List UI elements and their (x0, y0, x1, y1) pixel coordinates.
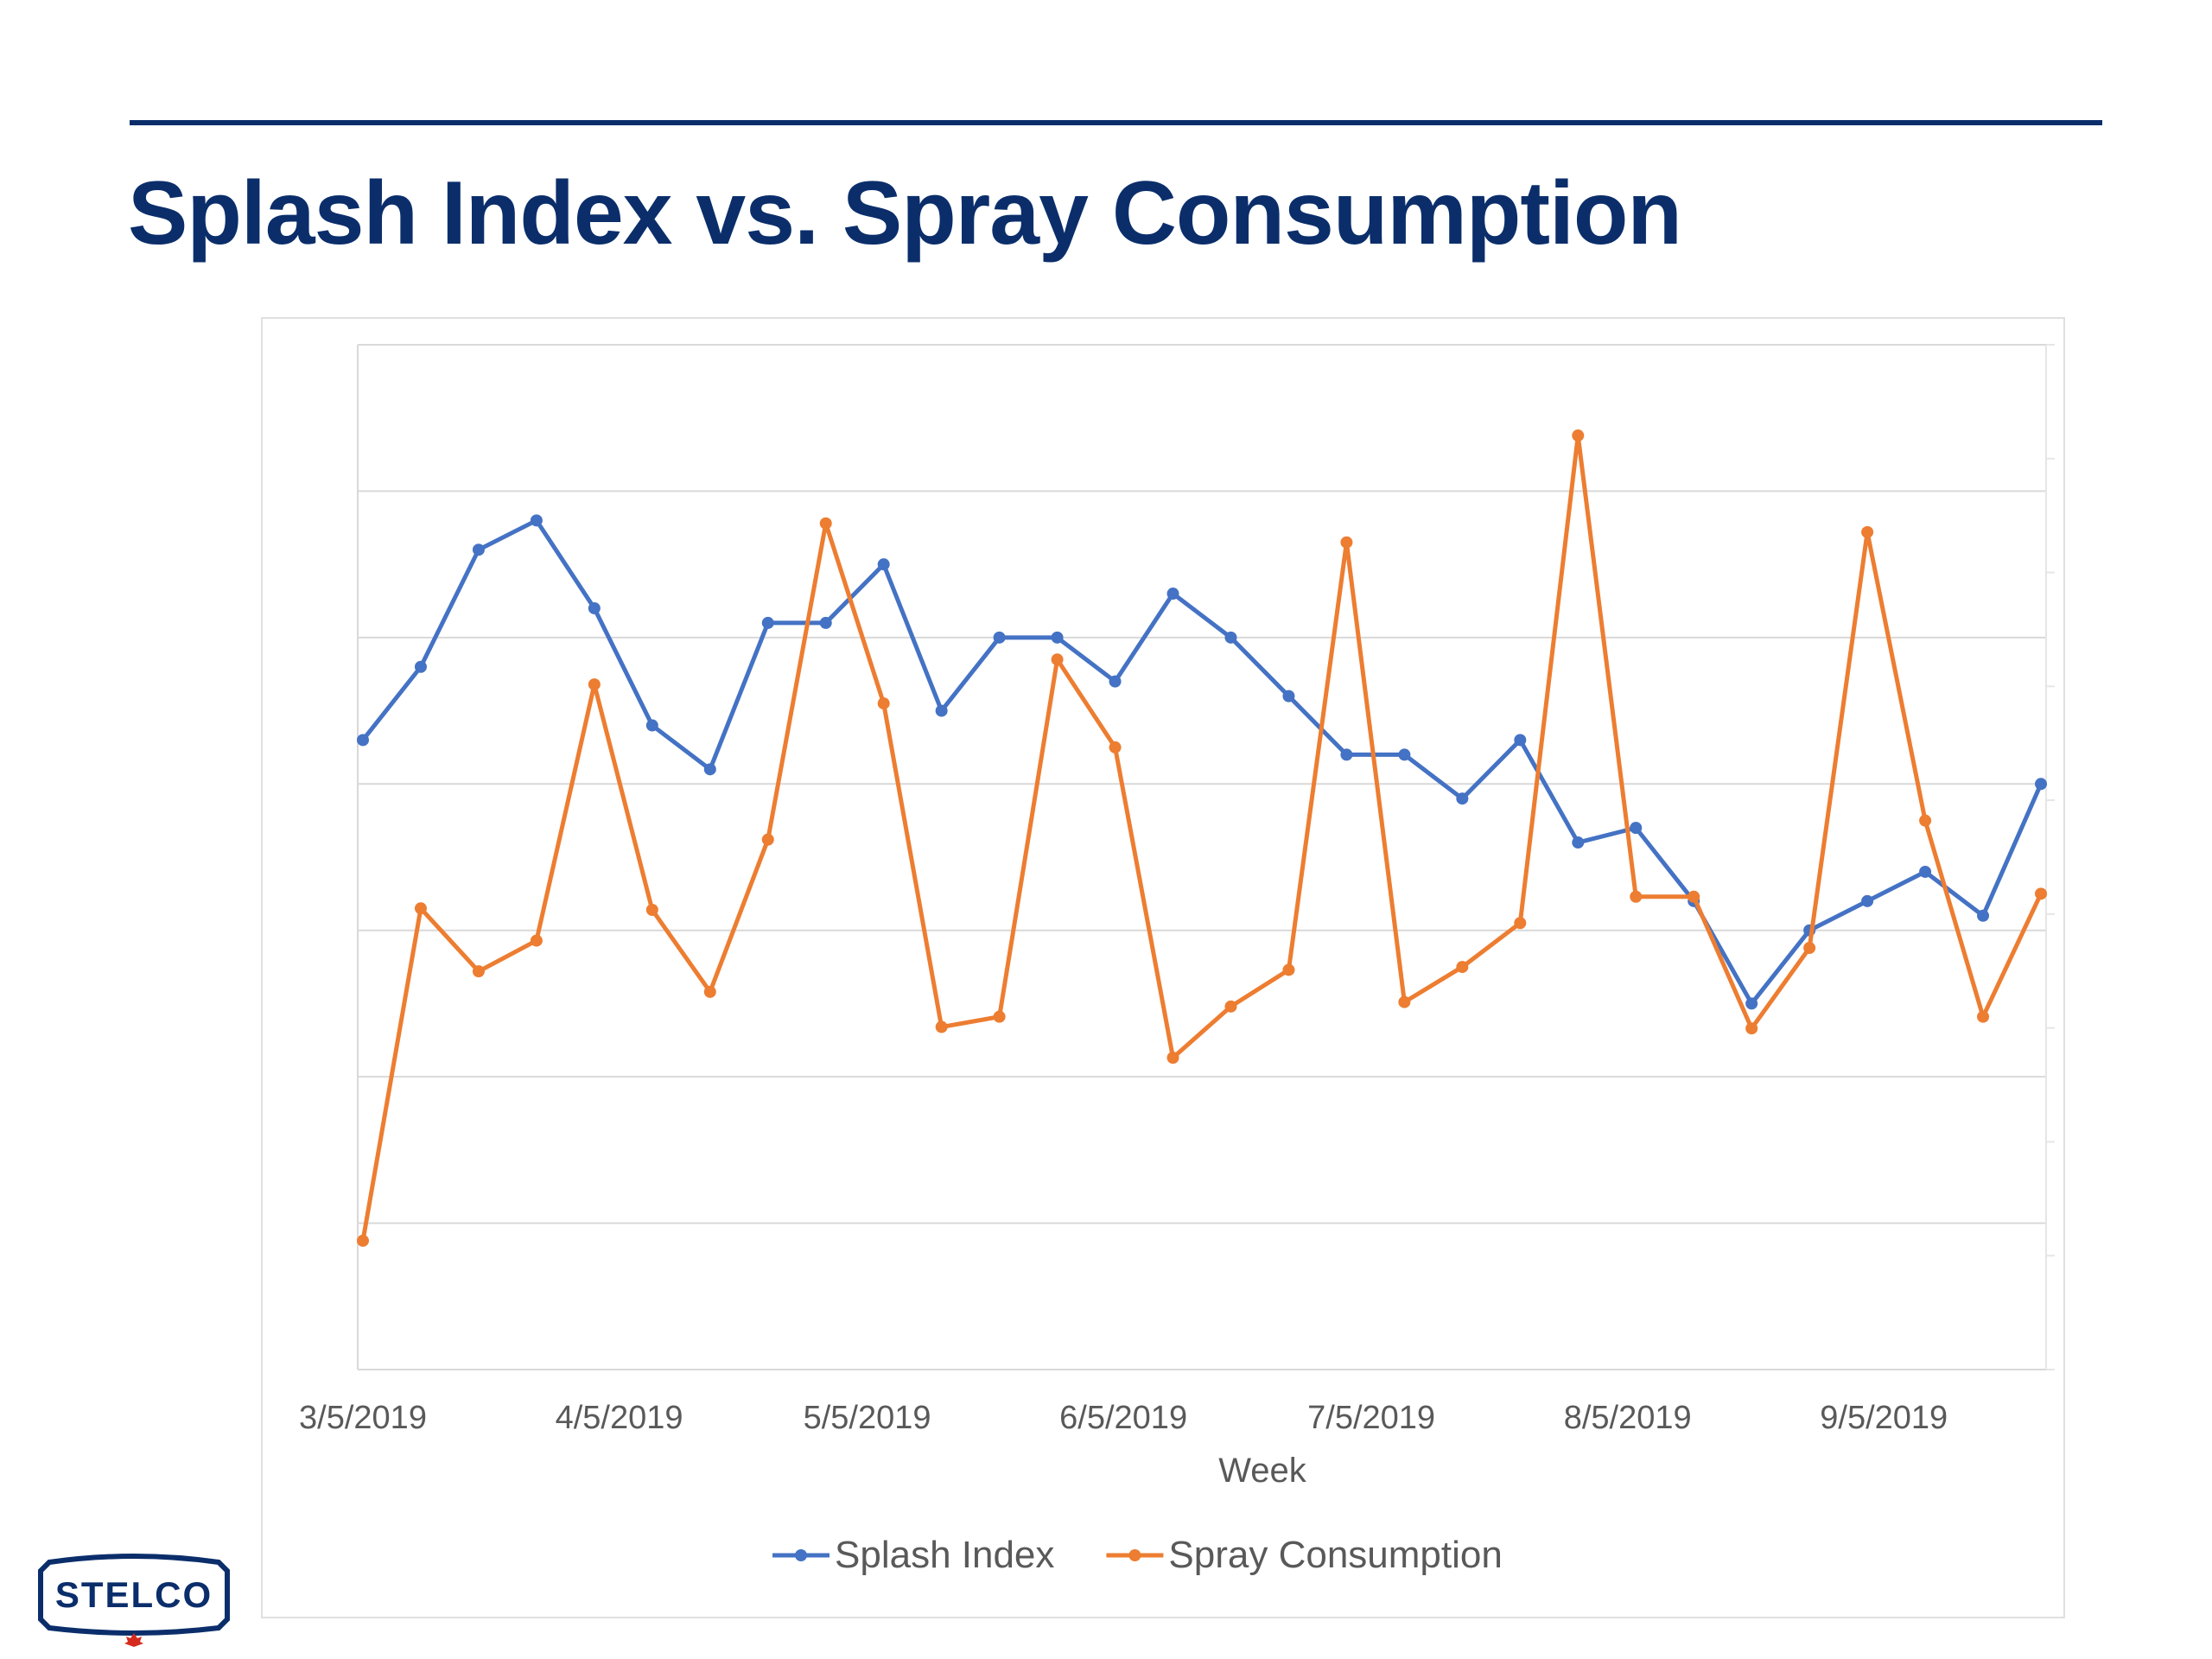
spray-consumption-legend-label: Spray Consumption (1168, 1534, 1502, 1576)
spray-consumption-point (414, 902, 427, 915)
splash-index-point (1630, 822, 1643, 835)
title-rule (130, 120, 2102, 125)
splash-index-point (935, 704, 948, 717)
splash-index-point (2035, 778, 2047, 791)
spray-consumption-point (588, 678, 601, 691)
spray-consumption-point (1514, 917, 1527, 930)
splash-index-point (1745, 997, 1758, 1010)
spray-consumption-point (761, 833, 774, 846)
logo-badge-shape (38, 1554, 230, 1636)
splash-index-legend-marker (795, 1549, 807, 1561)
spray-consumption-point (877, 697, 890, 710)
spray-consumption-point (1977, 1010, 1990, 1023)
spray-consumption-point (993, 1010, 1006, 1023)
splash-index-point (1514, 734, 1527, 747)
splash-index-point (1282, 690, 1295, 702)
gridlines (358, 344, 2046, 1370)
splash-index-point (993, 631, 1006, 644)
splash-index-point (1051, 631, 1064, 644)
splash-index-point (472, 543, 485, 556)
spray-consumption-point (1861, 525, 1874, 538)
splash-index-point (414, 660, 427, 673)
splash-index-point (819, 616, 832, 629)
spray-consumption-legend-marker (1128, 1549, 1141, 1561)
splash-index-line (361, 518, 2044, 1006)
line-chart: 3/5/2019 4/5/2019 5/5/2019 6/5/2019 7/5/2019… (299, 344, 2055, 1576)
spray-consumption-point (1572, 429, 1585, 442)
x-tick-label: 6/5/2019 (1059, 1400, 1187, 1436)
spray-consumption-point (1109, 741, 1122, 753)
spray-consumption-point (1919, 814, 1932, 827)
splash-index-point (357, 734, 369, 747)
spray-consumption-point (2035, 887, 2047, 900)
splash-index-point (1456, 792, 1469, 805)
spray-consumption-point (1456, 961, 1469, 974)
splash-index-point (1572, 836, 1585, 849)
x-tick-label: 7/5/2019 (1307, 1400, 1435, 1436)
splash-index-point (1166, 588, 1179, 601)
spray-consumption-point (1340, 536, 1353, 549)
splash-index-point (530, 514, 543, 527)
splash-index-legend-label: Splash Index (835, 1534, 1054, 1576)
spray-consumption-point (357, 1234, 369, 1247)
spray-consumption-point (1745, 1022, 1758, 1035)
splash-index-point (645, 719, 658, 732)
spray-consumption-point (472, 965, 485, 978)
x-tick-label: 9/5/2019 (1820, 1400, 1948, 1436)
spray-consumption-point (1166, 1052, 1179, 1065)
splash-index-point (761, 616, 774, 629)
spray-consumption-point (1398, 995, 1411, 1008)
spray-consumption-point (645, 903, 658, 916)
spray-consumption-point (1688, 890, 1700, 903)
x-tick-label: 5/5/2019 (804, 1400, 931, 1436)
spray-consumption-point (1630, 890, 1643, 903)
x-tick-label: 3/5/2019 (299, 1400, 427, 1436)
spray-consumption-point (1051, 653, 1064, 666)
spray-consumption-point (819, 517, 832, 530)
spray-consumption-point (935, 1020, 948, 1033)
axis-labels: 3/5/2019 4/5/2019 5/5/2019 6/5/2019 7/5/2019… (299, 1400, 1948, 1490)
spray-consumption-point (530, 934, 543, 947)
splash-index-point (1861, 894, 1874, 907)
logo-text: STELCO (55, 1574, 213, 1615)
splash-index-point (877, 558, 890, 571)
spray-consumption-point (1224, 1000, 1237, 1013)
spray-consumption-point (703, 985, 716, 998)
spray-consumption-point (1282, 963, 1295, 976)
splash-index-point (1340, 748, 1353, 761)
splash-index-point (703, 763, 716, 776)
x-axis-title: Week (1218, 1452, 1307, 1490)
splash-index-point (1919, 865, 1932, 878)
legend: Splash Index Spray Consumption (772, 1534, 1503, 1576)
axes (357, 344, 2055, 1370)
splash-index-point (1977, 909, 1990, 922)
x-tick-label: 4/5/2019 (556, 1400, 683, 1436)
chart-frame: 3/5/2019 4/5/2019 5/5/2019 6/5/2019 7/5/2019… (261, 317, 2065, 1618)
spray-consumption-point (1803, 942, 1816, 955)
slide-title: Splash Index vs. Spray Consumption (128, 163, 1682, 264)
splash-index-point (1224, 631, 1237, 644)
x-tick-label: 8/5/2019 (1564, 1400, 1692, 1436)
maple-leaf-icon (124, 1633, 143, 1647)
stelco-logo: STELCO (38, 1554, 230, 1647)
series (357, 429, 2047, 1247)
spray-consumption-line (360, 433, 2044, 1242)
splash-index-point (1398, 748, 1411, 761)
splash-index-point (588, 601, 601, 614)
splash-index-point (1109, 675, 1122, 688)
